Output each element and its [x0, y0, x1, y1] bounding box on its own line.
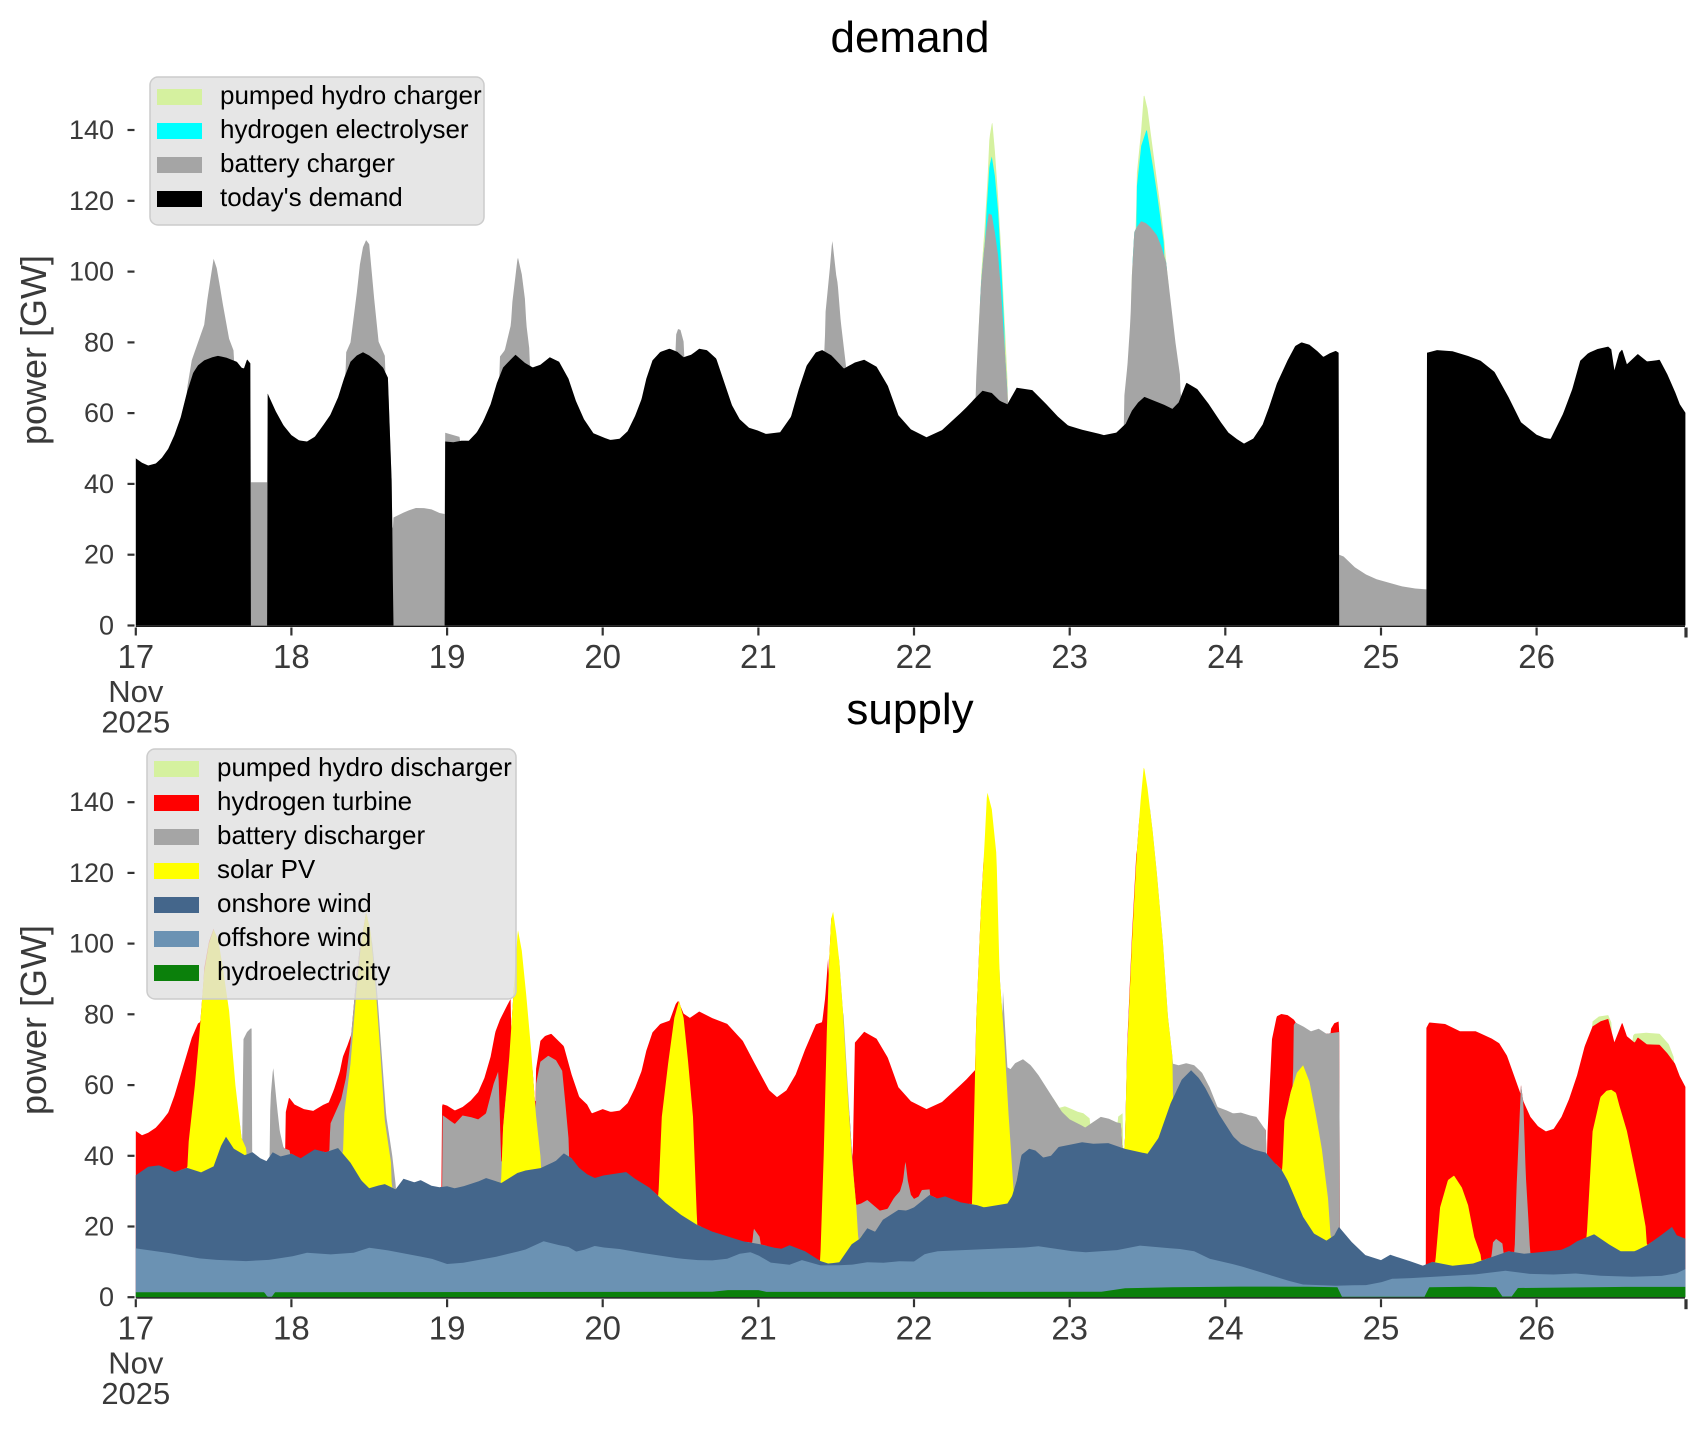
svg-text:60: 60: [84, 398, 114, 428]
svg-text:21: 21: [740, 638, 777, 675]
svg-text:60: 60: [84, 1070, 114, 1100]
svg-text:onshore wind: onshore wind: [217, 888, 372, 918]
svg-text:battery discharger: battery discharger: [217, 820, 425, 850]
svg-text:120: 120: [69, 858, 114, 888]
svg-text:23: 23: [1051, 1310, 1088, 1347]
svg-text:pumped hydro discharger: pumped hydro discharger: [217, 752, 512, 782]
svg-text:19: 19: [429, 1310, 466, 1347]
svg-text:26: 26: [1518, 638, 1555, 675]
svg-text:80: 80: [84, 327, 114, 357]
svg-text:140: 140: [69, 787, 114, 817]
svg-text:24: 24: [1207, 638, 1244, 675]
svg-text:140: 140: [69, 115, 114, 145]
svg-text:120: 120: [69, 186, 114, 216]
svg-text:hydrogen turbine: hydrogen turbine: [217, 786, 412, 816]
svg-text:2025: 2025: [101, 705, 170, 740]
svg-text:40: 40: [84, 1141, 114, 1171]
svg-text:19: 19: [429, 638, 466, 675]
svg-text:power [GW]: power [GW]: [13, 255, 54, 445]
svg-text:Nov: Nov: [108, 674, 164, 709]
svg-text:23: 23: [1051, 638, 1088, 675]
svg-text:pumped hydro charger: pumped hydro charger: [220, 80, 482, 110]
svg-text:22: 22: [896, 1310, 933, 1347]
svg-text:25: 25: [1363, 1310, 1400, 1347]
svg-text:40: 40: [84, 469, 114, 499]
svg-text:18: 18: [273, 638, 310, 675]
svg-text:2025: 2025: [101, 1376, 170, 1411]
svg-text:0: 0: [99, 1282, 114, 1312]
svg-text:21: 21: [740, 1310, 777, 1347]
svg-text:battery charger: battery charger: [220, 148, 395, 178]
svg-text:solar PV: solar PV: [217, 854, 316, 884]
svg-text:100: 100: [69, 929, 114, 959]
svg-text:26: 26: [1518, 1310, 1555, 1347]
svg-text:0: 0: [99, 611, 114, 641]
svg-text:17: 17: [117, 1310, 154, 1347]
svg-text:80: 80: [84, 999, 114, 1029]
svg-text:24: 24: [1207, 1310, 1244, 1347]
svg-text:100: 100: [69, 257, 114, 287]
svg-text:18: 18: [273, 1310, 310, 1347]
svg-text:Nov: Nov: [108, 1346, 164, 1381]
svg-text:today's demand: today's demand: [220, 182, 403, 212]
svg-text:supply: supply: [846, 685, 973, 734]
svg-text:25: 25: [1363, 638, 1400, 675]
svg-text:17: 17: [117, 638, 154, 675]
svg-text:offshore wind: offshore wind: [217, 922, 371, 952]
svg-text:demand: demand: [830, 13, 989, 62]
svg-text:20: 20: [584, 1310, 621, 1347]
svg-text:20: 20: [584, 638, 621, 675]
svg-text:power [GW]: power [GW]: [13, 925, 54, 1115]
svg-text:20: 20: [84, 1212, 114, 1242]
svg-text:20: 20: [84, 540, 114, 570]
svg-text:22: 22: [896, 638, 933, 675]
svg-text:hydroelectricity: hydroelectricity: [217, 956, 390, 986]
svg-text:hydrogen electrolyser: hydrogen electrolyser: [220, 114, 469, 144]
